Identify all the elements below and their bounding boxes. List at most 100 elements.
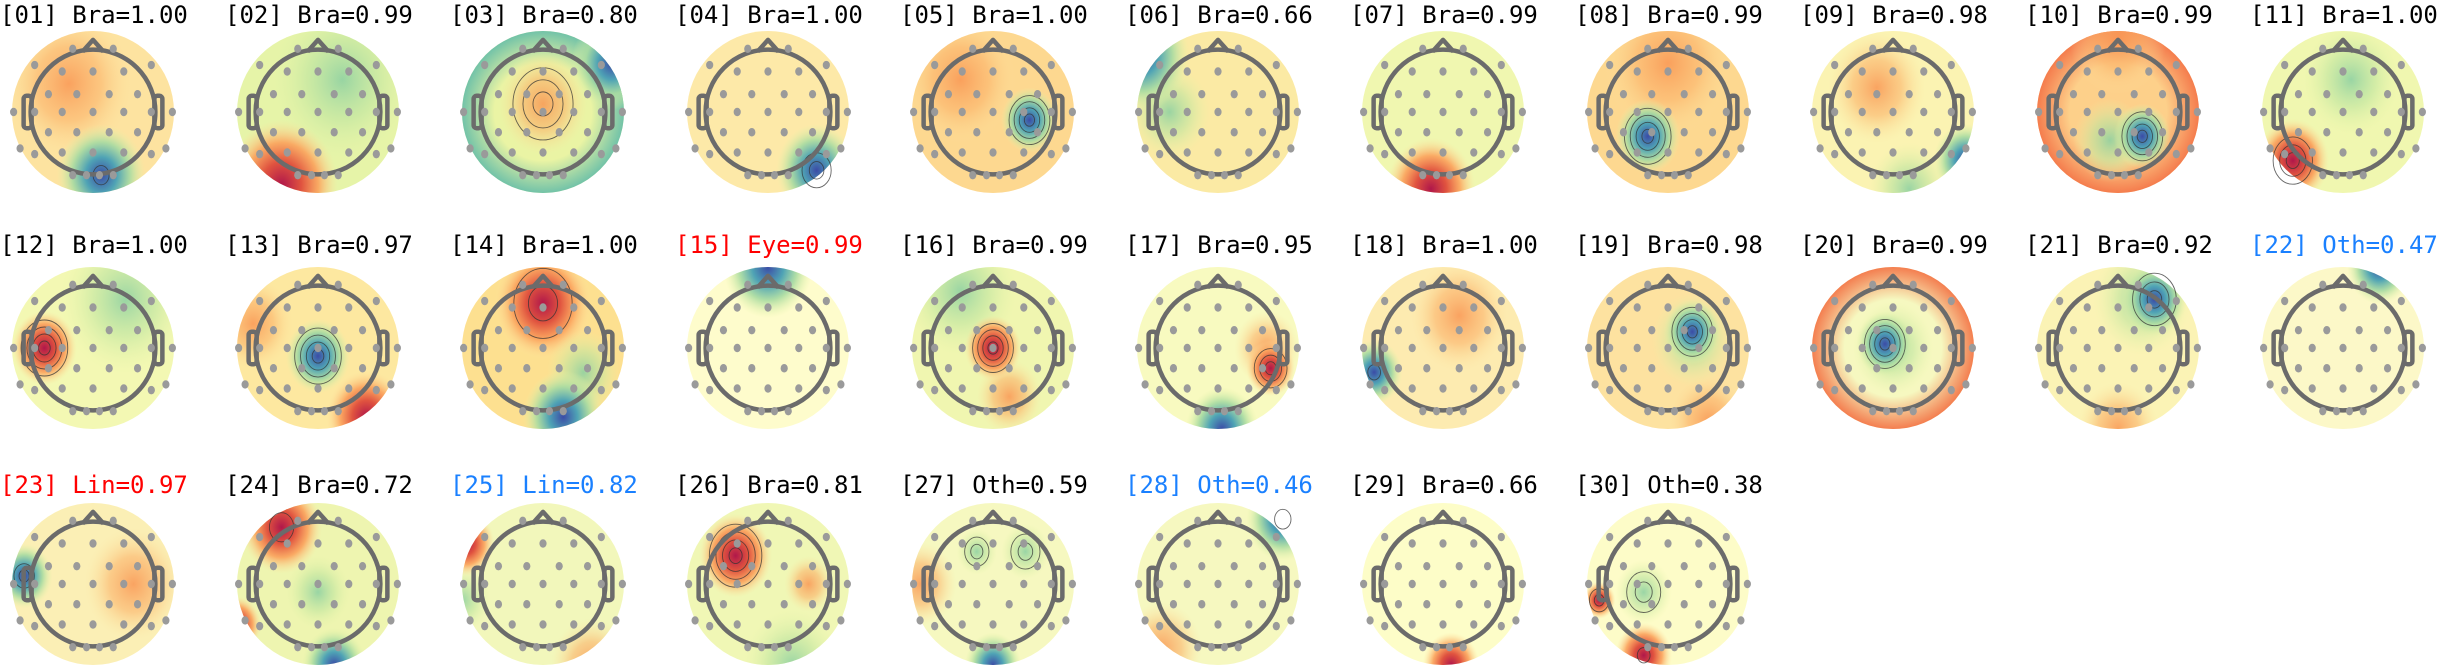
electrode-dot	[597, 343, 605, 353]
electrode-dot	[147, 296, 155, 306]
electrode-dot	[1062, 144, 1070, 153]
electrode-dot	[1920, 107, 1928, 117]
electrode-dot	[1198, 325, 1206, 335]
electrode-dot	[764, 343, 772, 353]
electrode-dot	[1670, 170, 1679, 180]
electrode-dot	[612, 144, 620, 153]
electrode-dot	[1664, 384, 1672, 393]
nose-icon	[2105, 37, 2131, 54]
component-label: [20] Bra=0.99	[1800, 231, 1988, 259]
contour-line	[1008, 95, 1051, 146]
electrode-dot	[1245, 539, 1253, 548]
electrode-dot	[1408, 303, 1416, 312]
electrode-dot	[1360, 579, 1368, 589]
electrode-dot	[1423, 364, 1431, 373]
electrode-dot	[1381, 621, 1389, 631]
electrode-dot	[1459, 170, 1467, 180]
electrode-dot	[387, 144, 395, 153]
electrode-dot	[532, 406, 541, 416]
electrode-dot	[2323, 128, 2331, 137]
electrode-dot	[2083, 384, 2091, 393]
component-label: [16] Bra=0.99	[900, 231, 1088, 259]
electrode-dot	[481, 532, 489, 542]
electrode-dot	[387, 616, 395, 625]
electrode-dot	[1033, 364, 1042, 373]
electrode-dot	[1933, 364, 1942, 373]
electrode-dot	[808, 600, 817, 609]
electrode-dot	[2041, 144, 2049, 153]
electrode-dot	[2134, 44, 2142, 54]
electrode-dot	[1889, 303, 1897, 312]
electrode-dot	[298, 364, 306, 373]
electrode-dot	[1183, 303, 1191, 312]
electrode-dot	[2397, 60, 2405, 70]
electrode-dot	[95, 170, 104, 180]
electrode-dot	[73, 364, 81, 373]
electrode-dot	[120, 148, 128, 157]
electrode-dot	[2158, 89, 2167, 99]
electrode-dot	[685, 107, 693, 117]
electrode-dot	[466, 616, 474, 625]
electrode-dot	[1047, 149, 1055, 159]
electrode-dot	[1009, 170, 1017, 180]
electrode-dot	[460, 107, 468, 117]
electrode-dot	[808, 325, 817, 335]
electrode-dot	[2187, 380, 2195, 389]
electrode-dot	[345, 148, 353, 157]
electrode-dot	[1207, 642, 1216, 652]
electrode-dot	[2134, 406, 2142, 416]
electrode-dot	[307, 642, 316, 652]
electrode-dot	[2145, 384, 2153, 393]
electrode-dot	[1220, 170, 1229, 180]
electrode-dot	[958, 107, 966, 117]
electrode-dot	[320, 170, 329, 180]
electrode-dot	[109, 280, 117, 290]
electrode-dot	[1470, 384, 1478, 393]
electrode-dot	[989, 539, 997, 548]
component-label: [22] Oth=0.47	[2250, 231, 2438, 259]
electrode-dot	[109, 406, 117, 416]
electrode-dot	[1207, 170, 1216, 180]
electrode-dot	[1459, 516, 1467, 526]
electrode-dot	[481, 149, 489, 159]
electrode-dot	[133, 364, 142, 373]
electrode-dot	[1606, 60, 1614, 70]
electrode-dot	[1214, 148, 1222, 157]
electrode-dot	[958, 384, 966, 393]
electrode-dot	[2370, 148, 2378, 157]
nose-icon	[80, 509, 106, 526]
electrode-dot	[780, 325, 788, 335]
electrode-dot	[1214, 620, 1222, 629]
electrode-dot	[1947, 385, 1955, 395]
electrode-dot	[2056, 60, 2064, 70]
electrode-dot	[2345, 170, 2354, 180]
electrode-dot	[744, 406, 752, 416]
electrode-dot	[1684, 44, 1692, 54]
electrode-dot	[1009, 516, 1017, 526]
electrode-dot	[1141, 144, 1149, 153]
electrode-dot	[73, 561, 81, 571]
electrode-dot	[2130, 364, 2138, 373]
contour-line	[1641, 128, 1655, 144]
electrode-dot	[1858, 67, 1866, 76]
electrode-dot	[570, 384, 578, 393]
electrode-dot	[757, 170, 766, 180]
electrode-dot	[1272, 107, 1280, 117]
electrode-dot	[1230, 128, 1238, 137]
electrode-dot	[2158, 364, 2167, 373]
electrode-dot	[944, 364, 953, 373]
electrode-dot	[235, 107, 243, 117]
electrode-dot	[944, 325, 953, 335]
electrode-dot	[597, 532, 605, 542]
electrode-dot	[2266, 144, 2274, 153]
electrode-dot	[2339, 384, 2347, 393]
electrode-dot	[1722, 149, 1730, 159]
electrode-dot	[1737, 144, 1745, 153]
electrode-dot	[2397, 107, 2405, 117]
electrode-dot	[583, 128, 592, 137]
electrode-dot	[706, 149, 714, 159]
electrode-dot	[1009, 406, 1017, 416]
electrode-dot	[1670, 406, 1679, 416]
electrode-dot	[519, 280, 527, 290]
electrode-dot	[982, 642, 991, 652]
